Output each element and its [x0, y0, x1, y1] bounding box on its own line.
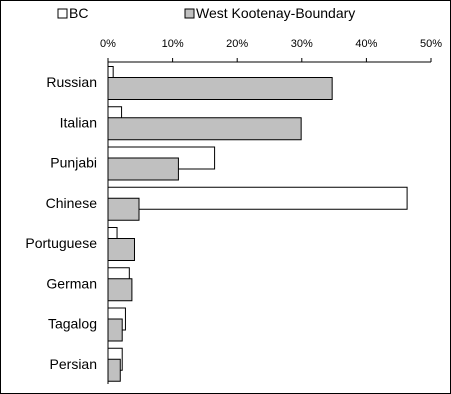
category-label: Russian [46, 74, 97, 90]
bar-west-kootenay-boundary [107, 197, 140, 221]
bar-west-kootenay-boundary [107, 358, 121, 382]
x-tick-label: 0% [100, 38, 116, 50]
x-tick-label: 10% [162, 38, 184, 50]
category-label: Punjabi [50, 155, 97, 171]
category-label: Italian [60, 114, 97, 130]
bar-west-kootenay-boundary [107, 117, 302, 141]
category-label: German [46, 275, 97, 291]
legend: BC West Kootenay-Boundary [57, 5, 355, 21]
category-label: Tagalog [48, 316, 97, 332]
legend-swatch-bc [57, 8, 68, 19]
bar-west-kootenay-boundary [107, 77, 333, 100]
legend-swatch-wkb [184, 8, 195, 19]
x-tick-label: 50% [420, 38, 442, 50]
bar-west-kootenay-boundary [107, 278, 133, 302]
bar-west-kootenay-boundary [107, 238, 135, 261]
x-tick-label: 20% [226, 38, 248, 50]
x-tick-label: 30% [291, 38, 313, 50]
bars [107, 66, 408, 382]
category-label: Chinese [46, 195, 98, 211]
x-axis-ticks: 0% 10% 20% 30% 40% 50% [100, 38, 442, 62]
bar-west-kootenay-boundary [107, 157, 179, 181]
bar-west-kootenay-boundary [107, 318, 123, 342]
bar-bc [107, 186, 408, 210]
legend-label-bc: BC [69, 5, 88, 21]
category-label: Persian [50, 356, 97, 372]
legend-label-wkb: West Kootenay-Boundary [196, 5, 355, 21]
category-labels: Russian Italian Punjabi Chinese Portuguese Ge… [25, 74, 97, 372]
x-tick-label: 40% [355, 38, 377, 50]
category-label: Portuguese [25, 235, 97, 251]
